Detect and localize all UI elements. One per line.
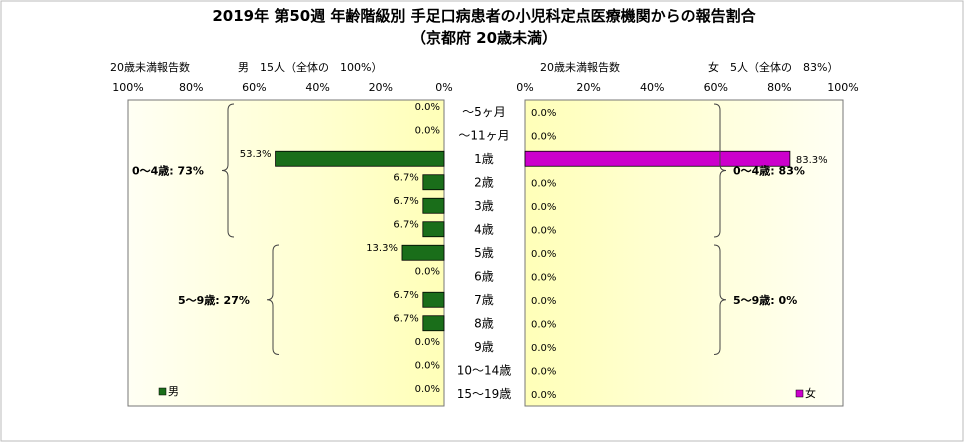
male-value-label: 0.0% xyxy=(415,266,440,277)
right-plot-area xyxy=(524,99,844,407)
right-count-label: 女 5人（全体の 83%） xyxy=(708,60,838,74)
category-label: 6歳 xyxy=(474,269,494,283)
female-bar xyxy=(524,150,791,167)
right-tick-label: 100% xyxy=(827,81,858,94)
category-label: 9歳 xyxy=(474,340,494,354)
left-axis-ticks: 100% 80% 60% 40% 20% 0% xyxy=(112,81,452,94)
chart-subtitle: （京都府 20歳未満） xyxy=(411,29,557,47)
male-value-label: 0.0% xyxy=(415,337,440,348)
male-value-label: 0.0% xyxy=(415,360,440,371)
male-group-bracket xyxy=(221,103,235,238)
right-tick-label: 80% xyxy=(767,81,791,94)
male-value-label: 13.3% xyxy=(366,243,398,254)
male-bar xyxy=(422,291,445,308)
female-value-label: 0.0% xyxy=(531,319,556,330)
category-label: 1歳 xyxy=(474,152,494,166)
female-value-label: 0.0% xyxy=(531,108,556,119)
chart-marks: ～5ヶ月 0.0% 0.0% ～11ヶ月 0.0% 0.0% 1歳 53.3% 83.3% 2歳 6… xyxy=(240,102,828,401)
female-group-label: 5～9歳: 0% xyxy=(733,293,797,307)
category-label: 10～14歳 xyxy=(457,363,512,377)
female-value-label: 0.0% xyxy=(531,249,556,260)
chart-title: 2019年 第50週 年齢階級別 手足口病患者の小児科定点医療機関からの報告割合 xyxy=(212,7,756,25)
male-value-label: 0.0% xyxy=(415,125,440,136)
female-value-label: 0.0% xyxy=(531,390,556,401)
category-label: 8歳 xyxy=(474,316,494,330)
male-value-label: 0.0% xyxy=(415,384,440,395)
male-bar xyxy=(422,315,445,332)
left-tick-label: 40% xyxy=(305,81,329,94)
legend-male-label: 男 xyxy=(168,385,179,398)
right-axis-ticks: 0% 20% 40% 60% 80% 100% xyxy=(516,81,858,94)
left-tick-label: 60% xyxy=(242,81,266,94)
male-bar xyxy=(275,150,445,167)
female-value-label: 0.0% xyxy=(531,202,556,213)
right-tick-label: 0% xyxy=(516,81,533,94)
male-value-label: 6.7% xyxy=(393,219,418,230)
female-value-label: 0.0% xyxy=(531,296,556,307)
right-tick-label: 40% xyxy=(640,81,664,94)
category-label: 2歳 xyxy=(474,175,494,189)
category-label: 5歳 xyxy=(474,246,494,260)
male-bar xyxy=(422,174,445,191)
right-tick-label: 60% xyxy=(704,81,728,94)
male-value-label: 6.7% xyxy=(393,290,418,301)
male-group-label: 5～9歳: 27% xyxy=(178,293,250,307)
legend-male-swatch xyxy=(158,387,167,396)
female-value-label: 0.0% xyxy=(531,366,556,377)
category-label: 15～19歳 xyxy=(457,387,512,401)
male-value-label: 53.3% xyxy=(240,149,272,160)
female-group-label: 0～4歳: 83% xyxy=(733,164,805,178)
male-value-label: 6.7% xyxy=(393,196,418,207)
female-group-bracket xyxy=(713,244,727,355)
male-group-label: 0～4歳: 73% xyxy=(132,164,204,178)
left-tick-label: 20% xyxy=(369,81,393,94)
female-value-label: 0.0% xyxy=(531,272,556,283)
left-caption: 20歳未満報告数 xyxy=(110,61,190,74)
male-bar xyxy=(401,244,445,261)
category-label: 7歳 xyxy=(474,293,494,307)
female-value-label: 0.0% xyxy=(531,343,556,354)
right-tick-label: 20% xyxy=(576,81,600,94)
left-tick-label: 80% xyxy=(179,81,203,94)
male-value-label: 0.0% xyxy=(415,102,440,113)
category-label: ～5ヶ月 xyxy=(462,105,506,119)
left-count-label: 男 15人（全体の 100%） xyxy=(238,60,382,74)
female-value-label: 83.3% xyxy=(796,155,828,166)
right-caption: 20歳未満報告数 xyxy=(540,61,620,74)
male-value-label: 6.7% xyxy=(393,313,418,324)
male-value-label: 6.7% xyxy=(393,172,418,183)
female-value-label: 0.0% xyxy=(531,178,556,189)
group-brackets: 0～4歳: 73% 5～9歳: 27% 0～4歳: 83% 5～9歳: 0% xyxy=(132,103,805,355)
male-group-bracket xyxy=(266,244,280,355)
category-label: ～11ヶ月 xyxy=(458,128,509,142)
left-tick-label: 100% xyxy=(112,81,143,94)
legend-female-swatch xyxy=(795,389,804,398)
male-bar xyxy=(422,197,445,214)
male-bar xyxy=(422,221,445,238)
female-value-label: 0.0% xyxy=(531,131,556,142)
female-value-label: 0.0% xyxy=(531,225,556,236)
category-label: 4歳 xyxy=(474,222,494,236)
legend-female-label: 女 xyxy=(805,386,816,400)
female-group-bracket xyxy=(713,103,727,238)
category-label: 3歳 xyxy=(474,199,494,213)
left-tick-label: 0% xyxy=(435,81,452,94)
